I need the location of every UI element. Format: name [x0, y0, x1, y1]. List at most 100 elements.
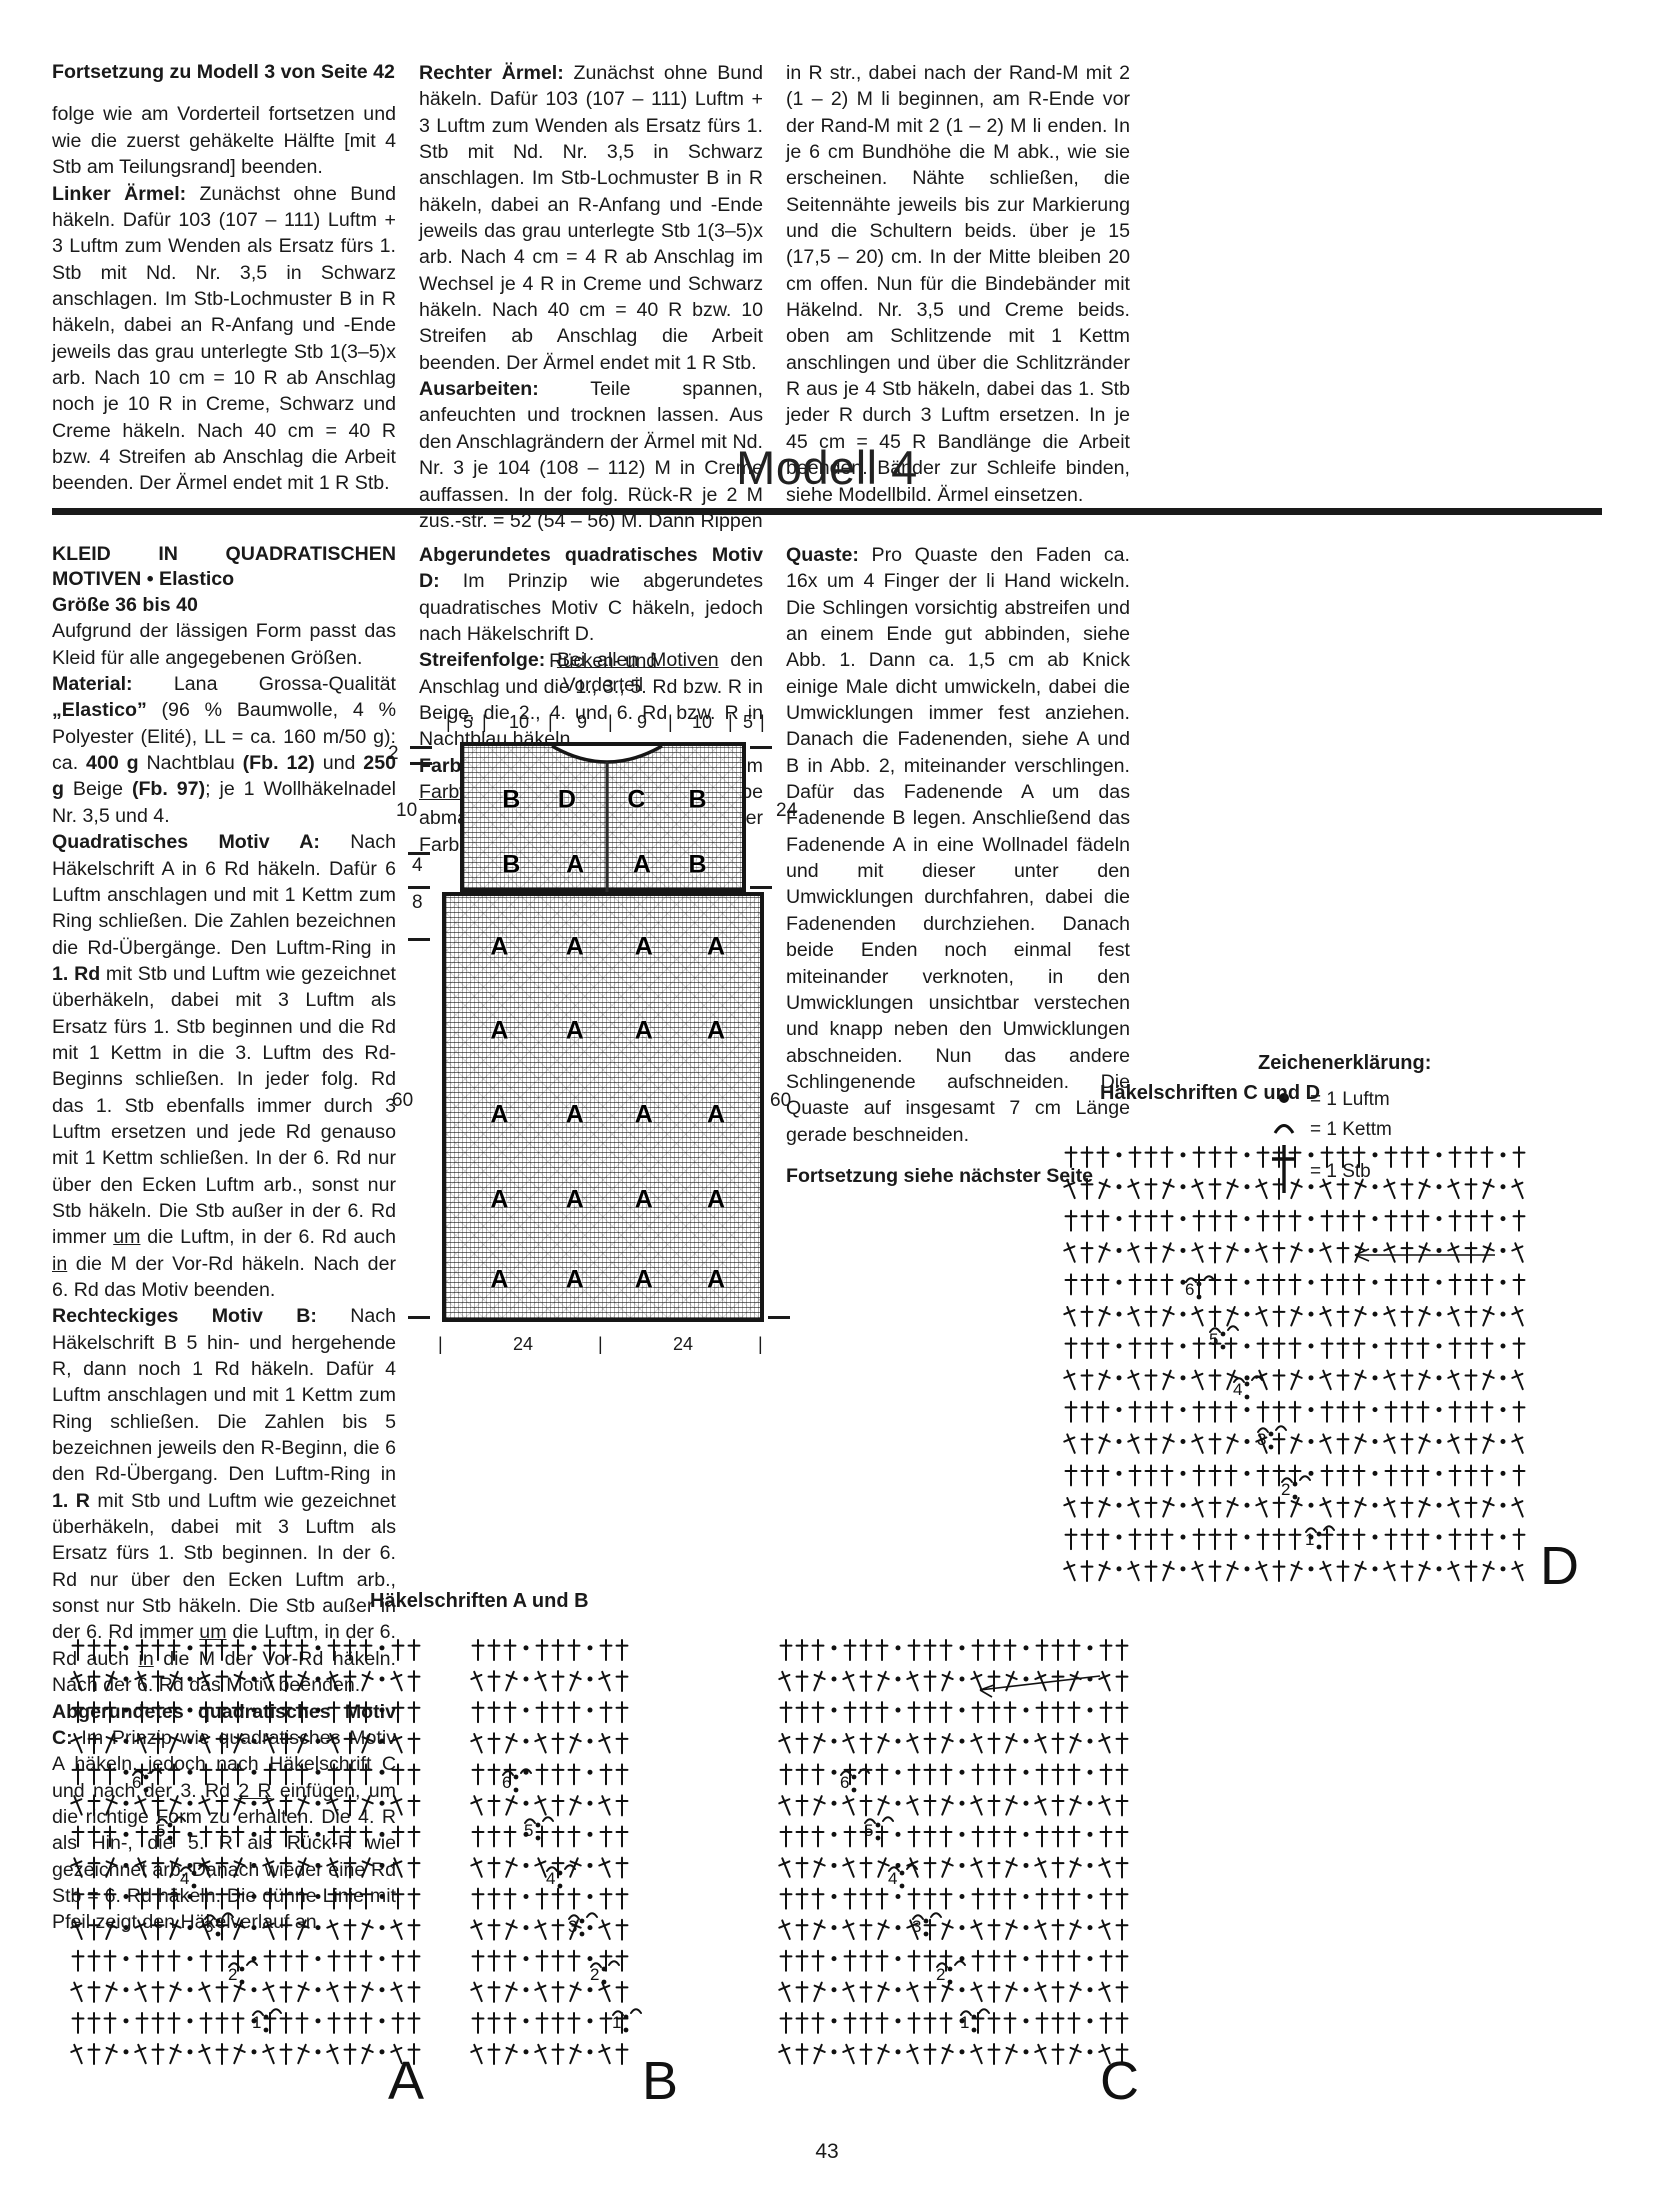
svg-text:6: 6 [132, 1773, 141, 1792]
schematic-letter-a-12: A [565, 1100, 584, 1129]
motif-a-paragraph: Quadratisches Motiv A: Nach Häkelschrift… [52, 829, 396, 1303]
svg-text:4: 4 [546, 1869, 555, 1888]
legend-row-luftm: = 1 Luftm [1258, 1085, 1588, 1115]
top-column-2: Rechter Ärmel: Zunächst ohne Bund häkeln… [419, 60, 763, 534]
motif-a-round-1: 1. Rd [52, 962, 101, 985]
dress-size: Größe 36 bis 40 [52, 593, 198, 616]
tassel-label: Quaste: [786, 544, 859, 566]
left-tick-mid-a [408, 852, 430, 855]
motif-b-text-1: Nach Häkelschrift B 5 hin- und hergehend… [52, 1305, 396, 1486]
legend-label-luftm: = 1 Luftm [1310, 1089, 1390, 1110]
svg-text:2: 2 [590, 1965, 599, 1984]
schematic-letter-a-14: A [707, 1100, 726, 1129]
schematic-letter-a-9: A [634, 1016, 653, 1045]
left-dim-8: 8 [412, 892, 423, 913]
svg-text:3: 3 [568, 1917, 577, 1936]
chart-letter-a: A [388, 2051, 425, 2111]
symbol-legend: Zeichenerklärung: = 1 Luftm = 1 Kettm = … [1258, 1052, 1588, 1199]
motif-a-label: Quadratisches Motiv A: [52, 831, 320, 854]
top-tick-0: 5 [462, 712, 473, 732]
svg-text:1: 1 [252, 2013, 261, 2032]
svg-text:5: 5 [524, 1821, 533, 1840]
body-mesh-texture [446, 896, 760, 1318]
material-label: Material: [52, 673, 133, 696]
crochet-chart-b: 1 2 3 4 5 6 [462, 1628, 652, 2088]
material-quality: „Elastico” [52, 699, 147, 722]
left-dim-4: 4 [412, 855, 423, 876]
chart-letter-b: B [642, 2051, 679, 2111]
page-number: 43 [815, 2140, 839, 2163]
schematic-body: A A A A A A A A A A A A A A A A A A A A [442, 892, 764, 1322]
material-color-1: (Fb. 12) [242, 752, 315, 775]
motif-a-underline-2: in [52, 1252, 68, 1275]
top-tick-4: 10 [691, 712, 713, 732]
material-text-e: Beige [63, 778, 132, 801]
schematic-letter-a-17: A [634, 1185, 653, 1214]
motif-b-underline-1: um [199, 1621, 227, 1644]
legend-label-kettm: = 1 Kettm [1310, 1119, 1392, 1140]
schematic-letter-b-4: B [688, 850, 707, 879]
left-dim-60: 60 [392, 1090, 414, 1111]
stripe-label: Streifenfolge: [419, 649, 546, 672]
material-amount-2: 250 g [52, 752, 396, 801]
top-col1-paragraph-2: Linker Ärmel: Zunächst ohne Bund häkeln.… [52, 181, 396, 497]
material-paragraph: Material: Lana Grossa-Qualität „Elastico… [52, 671, 396, 829]
top-column-1: Fortsetzung zu Modell 3 von Seite 42 fol… [52, 60, 396, 497]
continuation-heading: Fortsetzung zu Modell 3 von Seite 42 [52, 61, 395, 83]
top-col2-paragraph-1: Rechter Ärmel: Zunächst ohne Bund häkeln… [419, 60, 763, 376]
schematic-letter-b-3: B [502, 850, 521, 879]
schematic-letter-d: D [557, 785, 576, 814]
garment-schematic: Rücken- und Vorderteil | 5 | 10 | 9 | 9 | 10 | 5 | B… [388, 650, 797, 1590]
finishing-label: Ausarbeiten: [419, 378, 539, 401]
chart-letter-c: C [1100, 2051, 1139, 2111]
arc-symbol-icon [1258, 1117, 1310, 1143]
top-col2-paragraph-2: Ausarbeiten: Teile spannen, anfeuchten u… [419, 376, 763, 534]
schematic-letter-a-6: A [707, 932, 726, 961]
top-col3-paragraph-1: in R str., dabei nach der Rand-M mit 2 (… [786, 62, 1130, 506]
schematic-letter-a-10: A [707, 1016, 726, 1045]
left-dim-10: 10 [396, 800, 418, 821]
chart-title-cd: Häkelschriften C und D [1100, 1082, 1321, 1104]
svg-text:6: 6 [1185, 1280, 1194, 1299]
motif-a-text-3: die Luftm, in der 6. Rd auch [140, 1226, 396, 1249]
left-sleeve-text: Zunächst ohne Bund häkeln. Dafür 103 (10… [52, 182, 397, 495]
svg-text:2: 2 [228, 1965, 237, 1984]
schematic-caption-line-1: Rücken- und [549, 651, 657, 672]
schematic-letter-a-2: A [632, 850, 651, 879]
tassel-paragraph: Quaste: Pro Quaste den Faden ca. 16x um … [786, 542, 1130, 1148]
svg-text:4: 4 [180, 1869, 189, 1888]
top-tick-2: 9 [576, 712, 587, 732]
main-column-3: Quaste: Pro Quaste den Faden ca. 16x um … [786, 542, 1130, 1189]
schematic-letter-a-3: A [490, 932, 509, 961]
left-dim-2: 2 [388, 743, 399, 764]
top-tick-1: 10 [508, 712, 530, 732]
motif-d-label: Abgerundetes quadratisches Motiv D: [419, 544, 763, 593]
top-col1-paragraph-1: folge wie am Vorderteil fortsetzen und w… [52, 103, 396, 179]
schematic-letter-a-18: A [707, 1185, 726, 1214]
schematic-letter-a-8: A [565, 1016, 584, 1045]
left-sleeve-label: Linker Ärmel: [52, 182, 187, 205]
material-text-c: Nachtblau [138, 752, 243, 775]
svg-text:6: 6 [840, 1773, 849, 1792]
motif-b-text-2: mit Stb und Luftm wie gezeichnet überhäk… [52, 1489, 396, 1644]
svg-text:2: 2 [1281, 1480, 1290, 1499]
left-tick-mid-b [408, 886, 430, 889]
svg-text:3: 3 [204, 1917, 213, 1936]
motif-c-label: Abgerundetes quadratisches Motiv C: [52, 1700, 396, 1749]
crochet-chart-d: 1 2 3 4 5 6 [1055, 1135, 1555, 1605]
svg-text:5: 5 [156, 1821, 165, 1840]
svg-text:6: 6 [502, 1773, 511, 1792]
schematic-caption-line-2: Vorderteil [562, 674, 644, 696]
model-title: Modell 4 [736, 441, 918, 494]
svg-text:1: 1 [612, 2013, 621, 2032]
legend-title: Zeichenerklärung: [1258, 1052, 1432, 1074]
material-color-2: (Fb. 97) [131, 778, 206, 801]
motif-a-text-1: Nach Häkelschrift A in 6 Rd häkeln. Dafü… [52, 831, 396, 959]
right-dim-24: 24 [776, 800, 798, 821]
finishing-text: Teile spannen, anfeuchten und trocknen l… [419, 378, 763, 532]
right-dim-60: 60 [770, 1090, 792, 1111]
chart-letter-d: D [1540, 1536, 1579, 1596]
crochet-chart-a: 1 2 3 4 5 6 [62, 1628, 442, 2088]
motif-d-paragraph: Abgerundetes quadratisches Motiv D: Im P… [419, 542, 763, 647]
